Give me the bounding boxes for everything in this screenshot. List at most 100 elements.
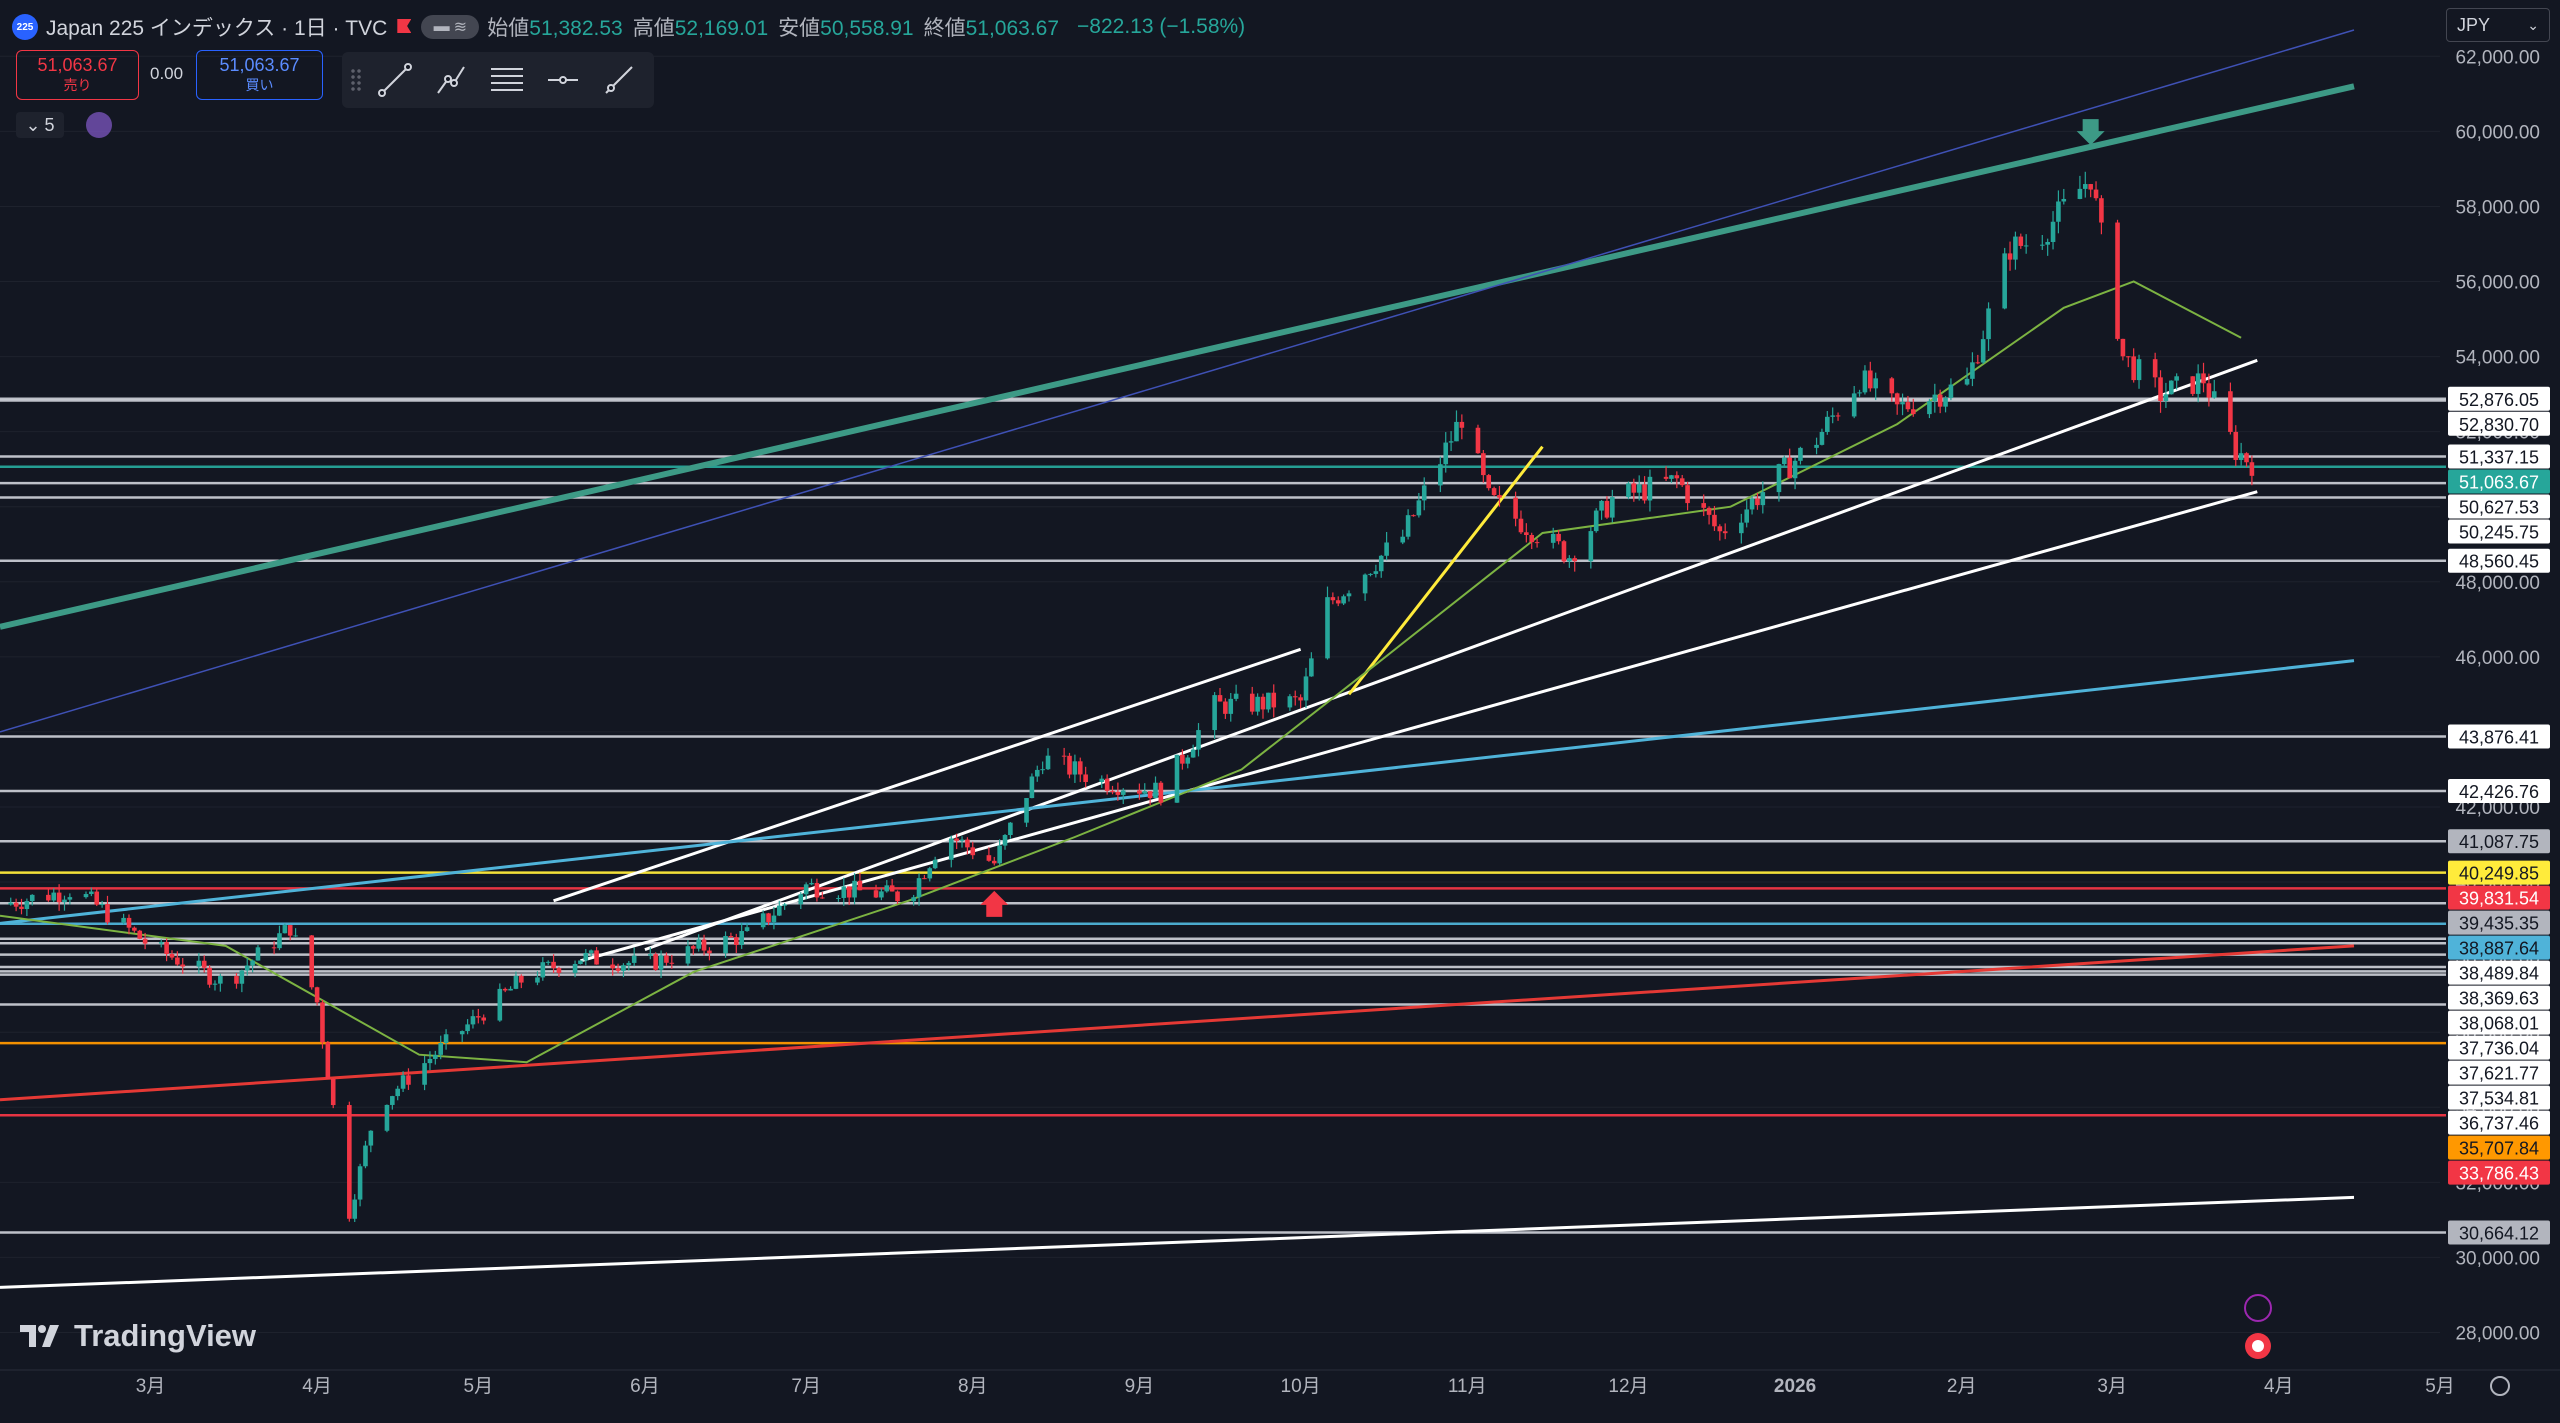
drag-handle-icon[interactable] <box>350 68 362 92</box>
currency-select[interactable]: JPY ⌄ <box>2446 8 2550 42</box>
candle-body <box>1975 362 1981 364</box>
candle-body <box>1217 695 1223 702</box>
candle-body <box>959 839 965 841</box>
candle-body <box>56 892 62 903</box>
price-level-tag <box>2448 910 2550 935</box>
candle-body <box>782 904 787 906</box>
candle-body <box>2056 201 2061 222</box>
candle-body <box>594 950 599 965</box>
candle-body <box>814 883 820 898</box>
candle-body <box>1115 791 1121 795</box>
candle-body <box>2039 244 2045 246</box>
candle-body <box>1701 503 1707 508</box>
candle-body <box>1421 485 1427 501</box>
ray-icon <box>605 66 633 94</box>
sell-button[interactable]: 51,063.67 売り <box>16 50 139 100</box>
trend-line-tool[interactable] <box>372 60 418 100</box>
candle-body <box>1061 755 1067 757</box>
candle-body <box>309 935 315 988</box>
ray-tool[interactable] <box>596 60 642 100</box>
candle-body <box>1153 782 1158 799</box>
x-tick-label: 12月 <box>1608 1376 1648 1397</box>
candle-body <box>1647 476 1653 501</box>
candle-body <box>1298 697 1303 701</box>
candle-body <box>476 1016 481 1018</box>
visibility-toggle[interactable]: ▬ ≋ <box>421 15 480 39</box>
candle-body <box>1739 522 1744 534</box>
settings-gear-icon <box>2490 1376 2510 1396</box>
candle-body <box>1077 761 1083 775</box>
candle-body <box>497 988 503 1021</box>
candle-body <box>1067 755 1072 775</box>
candle-body <box>1550 533 1556 543</box>
candle-body <box>2045 241 2050 245</box>
trend-line-blue-upper <box>0 29 2355 733</box>
candle-body <box>1626 483 1631 498</box>
candle-body <box>1228 698 1234 714</box>
moving-average-line <box>0 280 2242 1064</box>
price-level-tag <box>2448 1135 2550 1160</box>
candle-body <box>1233 693 1239 699</box>
buy-button[interactable]: 51,063.67 買い <box>196 50 323 100</box>
price-level-label: 30,664.12 <box>2459 1223 2539 1243</box>
candle-body <box>895 891 900 902</box>
candle-body <box>1346 593 1352 597</box>
candle-body <box>1862 370 1868 393</box>
candle-body <box>1104 778 1110 791</box>
candle-body <box>1024 798 1029 823</box>
candle-body <box>8 902 14 905</box>
price-level-tag <box>2448 724 2550 749</box>
candle-body <box>212 983 218 985</box>
candle-body <box>1416 500 1422 516</box>
candle-body <box>551 961 556 969</box>
candle-body <box>1685 485 1690 504</box>
x-tick-label: 2026 <box>1774 1376 1816 1397</box>
spread-value: 0.00 <box>150 64 184 83</box>
x-tick-label: 10月 <box>1281 1376 1321 1397</box>
candle-body <box>390 1096 395 1105</box>
candle-body <box>954 838 959 841</box>
candle-body <box>330 1078 336 1106</box>
candle-body <box>19 906 24 910</box>
tradingview-logo: TradingView <box>20 1318 256 1354</box>
price-level-label: 50,245.75 <box>2459 523 2539 543</box>
x-tick-label: 4月 <box>2264 1376 2294 1397</box>
candle-body <box>911 897 916 902</box>
x-tick-label: 9月 <box>1125 1376 1155 1397</box>
candle-body <box>1137 790 1142 794</box>
candle-body <box>1835 415 1841 417</box>
candle-body <box>2136 359 2142 381</box>
path-tool[interactable] <box>428 60 474 100</box>
candle-body <box>1787 457 1792 479</box>
flag-icon[interactable] <box>395 17 413 37</box>
sync-icon[interactable] <box>86 112 112 138</box>
horizontal-ray-tool[interactable] <box>540 60 586 100</box>
candle-body <box>2228 391 2233 432</box>
fib-tool[interactable] <box>484 60 530 100</box>
price-level-label: 52,830.70 <box>2459 415 2539 435</box>
candle-body <box>857 880 863 891</box>
indicators-collapse-button[interactable]: ⌄ 5 <box>16 112 64 138</box>
candle-body <box>535 977 540 983</box>
x-tick-label: 8月 <box>958 1376 988 1397</box>
candle-body <box>771 915 777 923</box>
symbol-title[interactable]: Japan 225 インデックス · 1日 · TVC <box>46 17 388 40</box>
candle-body <box>121 917 126 923</box>
candle-body <box>1034 769 1040 777</box>
time-axis <box>0 1370 2560 1418</box>
price-level-tag <box>2448 985 2550 1010</box>
candle-body <box>1325 597 1330 659</box>
candle-body <box>583 952 589 961</box>
candle-body <box>1631 483 1637 493</box>
candle-body <box>1749 498 1755 510</box>
price-level-label: 48,560.45 <box>2459 552 2539 572</box>
candle-body <box>556 968 562 973</box>
price-level-label: 38,068.01 <box>2459 1014 2539 1034</box>
candle-body <box>723 936 728 954</box>
candle-body <box>927 868 933 879</box>
candle-body <box>948 838 954 860</box>
candle-body <box>1212 695 1217 731</box>
candle-body <box>239 970 245 984</box>
y-tick-label: 56,000.00 <box>2455 273 2540 294</box>
